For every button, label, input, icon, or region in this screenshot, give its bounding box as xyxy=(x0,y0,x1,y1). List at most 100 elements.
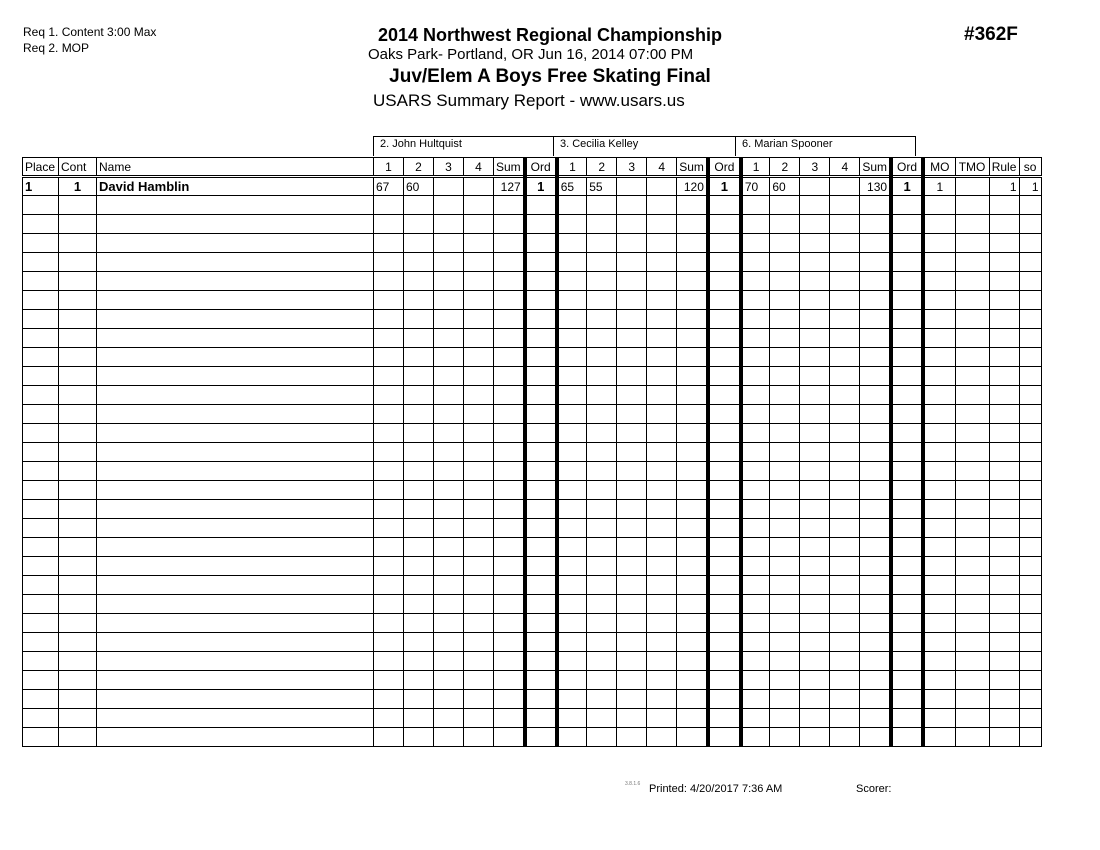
judge1-1-cell xyxy=(373,385,404,405)
so-cell xyxy=(1018,195,1042,215)
judge-header-2: 3. Cecilia Kelley xyxy=(553,136,736,156)
judge1-4-cell xyxy=(463,461,494,481)
mo-cell xyxy=(921,575,956,595)
cont-cell xyxy=(58,594,97,614)
judge2-1-cell xyxy=(554,480,588,500)
name-cell xyxy=(96,309,374,329)
name-cell xyxy=(96,290,374,310)
rule-cell xyxy=(988,556,1020,576)
judge1-4-cell xyxy=(463,290,494,310)
judge2-sum-cell xyxy=(676,632,709,652)
judge1-ord-cell xyxy=(522,518,558,538)
judge1-1-cell xyxy=(373,309,404,329)
rule-cell xyxy=(988,670,1020,690)
judge3-sum-cell xyxy=(859,575,892,595)
judge1-sum-cell xyxy=(492,347,526,367)
cont-cell: 1 xyxy=(58,176,97,196)
judge3-2-cell: 60 xyxy=(769,176,801,196)
tmo-cell xyxy=(954,727,990,747)
judge2-4-cell xyxy=(646,176,678,196)
table-row xyxy=(22,347,1042,367)
judge3-ord-cell xyxy=(889,404,924,424)
table-row xyxy=(22,499,1042,519)
judge2-ord-cell xyxy=(705,575,742,595)
mo-cell xyxy=(921,708,956,728)
judge3-ord-cell xyxy=(889,328,924,348)
so-cell xyxy=(1018,461,1042,481)
judge3-4-cell xyxy=(829,347,861,367)
judge2-sum-cell xyxy=(676,442,709,462)
header-so: so xyxy=(1018,157,1042,178)
place-cell xyxy=(22,366,59,386)
judge2-sum-cell xyxy=(676,404,709,424)
judge1-2-cell xyxy=(403,423,434,443)
judge1-4-cell xyxy=(463,366,494,386)
judge3-ord-cell xyxy=(889,499,924,519)
judge2-ord-cell xyxy=(705,708,742,728)
judge2-3-cell xyxy=(616,651,648,671)
rule-cell xyxy=(988,442,1020,462)
so-cell xyxy=(1018,366,1042,386)
name-cell xyxy=(96,594,374,614)
name-cell xyxy=(96,499,374,519)
place-cell xyxy=(22,423,59,443)
judge1-ord-cell xyxy=(522,233,558,253)
judge3-2-cell xyxy=(769,347,801,367)
judge3-2-cell xyxy=(769,518,801,538)
judge2-2-cell xyxy=(586,252,618,272)
judge3-2-cell xyxy=(769,689,801,709)
judge2-ord-cell xyxy=(705,195,742,215)
place-cell xyxy=(22,347,59,367)
so-cell: 1 xyxy=(1018,176,1042,196)
judge3-2-cell xyxy=(769,556,801,576)
mo-cell xyxy=(921,309,956,329)
judge1-ord-cell xyxy=(522,442,558,462)
judge1-4-cell xyxy=(463,670,494,690)
judge2-sum-cell xyxy=(676,290,709,310)
judge3-3-cell xyxy=(799,252,831,272)
judge3-sum-cell: 130 xyxy=(859,176,892,196)
judge2-4-cell xyxy=(646,328,678,348)
judge1-2-cell xyxy=(403,233,434,253)
judge2-sum-cell xyxy=(676,651,709,671)
judge2-ord-cell xyxy=(705,727,742,747)
judge2-ord-cell xyxy=(705,556,742,576)
mo-cell xyxy=(921,613,956,633)
header-judge3-4: 4 xyxy=(829,157,861,178)
so-cell xyxy=(1018,290,1042,310)
judge3-ord-cell xyxy=(889,537,924,557)
requirement-1: Req 1. Content 3:00 Max xyxy=(23,25,157,39)
judge1-3-cell xyxy=(433,271,464,291)
judge3-sum-cell xyxy=(859,233,892,253)
judge2-sum-cell xyxy=(676,556,709,576)
name-cell xyxy=(96,632,374,652)
judge2-1-cell xyxy=(554,670,588,690)
judge2-sum-cell xyxy=(676,366,709,386)
judge2-sum-cell xyxy=(676,670,709,690)
judge1-sum-cell xyxy=(492,480,526,500)
table-row xyxy=(22,195,1042,215)
judge3-2-cell xyxy=(769,385,801,405)
judge3-4-cell xyxy=(829,271,861,291)
cont-cell xyxy=(58,556,97,576)
judge3-sum-cell xyxy=(859,480,892,500)
judge2-1-cell xyxy=(554,328,588,348)
judge1-3-cell xyxy=(433,290,464,310)
judge1-3-cell xyxy=(433,404,464,424)
rule-cell xyxy=(988,309,1020,329)
table-row xyxy=(22,423,1042,443)
rule-cell xyxy=(988,290,1020,310)
judge1-2-cell xyxy=(403,290,434,310)
judge1-2-cell xyxy=(403,708,434,728)
mo-cell xyxy=(921,404,956,424)
judge1-2-cell xyxy=(403,252,434,272)
judge3-ord-cell xyxy=(889,461,924,481)
rule-cell xyxy=(988,651,1020,671)
table-row xyxy=(22,689,1042,709)
judge1-sum-cell xyxy=(492,613,526,633)
judge3-ord-cell xyxy=(889,632,924,652)
name-cell xyxy=(96,252,374,272)
judge2-4-cell xyxy=(646,575,678,595)
so-cell xyxy=(1018,252,1042,272)
